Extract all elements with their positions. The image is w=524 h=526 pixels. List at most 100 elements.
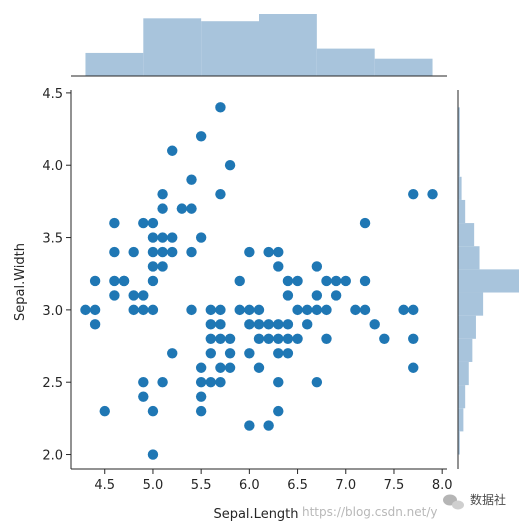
x-hist-bar	[143, 18, 202, 76]
y-hist-bar	[458, 361, 469, 386]
data-point	[147, 261, 159, 272]
scatter-points	[80, 102, 438, 460]
data-point	[350, 304, 361, 316]
data-point	[215, 333, 226, 345]
data-point	[118, 275, 130, 287]
data-point	[273, 348, 284, 359]
data-point	[147, 246, 159, 258]
x-hist-bar	[85, 52, 144, 76]
y-hist-bar	[458, 130, 460, 154]
data-point	[80, 304, 91, 316]
data-point	[157, 203, 168, 214]
data-point	[195, 131, 207, 142]
data-point	[292, 275, 303, 287]
data-point	[321, 275, 332, 287]
data-point	[408, 188, 419, 200]
data-point	[205, 333, 216, 345]
y-hist-bar	[458, 408, 464, 432]
data-point	[340, 275, 351, 287]
data-point	[195, 405, 207, 417]
tick-labels: 4.5 5.0 5.5 6.0 6.5 7.0 7.5 8.0 2.0 2.5 3.0 3.5 4.0 4…	[42, 87, 452, 493]
data-point	[205, 377, 216, 388]
data-point	[195, 232, 207, 243]
data-point	[273, 246, 284, 258]
data-point	[176, 203, 188, 214]
x-axis-title: Sepal.Length	[213, 507, 298, 522]
data-point	[128, 290, 139, 301]
data-point	[408, 333, 419, 345]
data-point	[109, 290, 120, 301]
data-point	[99, 405, 110, 417]
data-point	[253, 319, 265, 330]
data-point	[263, 333, 274, 345]
data-point	[167, 246, 178, 258]
data-point	[157, 188, 168, 200]
data-point	[186, 203, 197, 214]
data-point	[205, 304, 216, 316]
data-point	[263, 246, 274, 258]
y-tick-label: 2.5	[42, 376, 63, 391]
data-point	[234, 304, 245, 316]
data-point	[215, 377, 226, 388]
data-point	[273, 377, 284, 388]
data-point	[138, 290, 149, 301]
data-point	[138, 304, 149, 316]
y-hist-bar	[458, 107, 460, 131]
x-tick-label: 5.5	[191, 478, 212, 493]
data-point	[89, 319, 101, 330]
data-point	[186, 246, 197, 258]
x-tick-label: 6.0	[239, 478, 260, 493]
y-tick-label: 2.0	[42, 449, 63, 464]
data-point	[408, 362, 419, 373]
data-point	[147, 405, 159, 417]
y-axis-title: Sepal.Width	[13, 243, 28, 321]
data-point	[273, 405, 284, 417]
x-tick-label: 7.0	[335, 478, 356, 493]
data-point	[167, 232, 178, 243]
data-point	[215, 362, 226, 373]
y-hist-bar	[458, 176, 462, 200]
data-point	[215, 102, 226, 113]
y-hist-bar	[458, 153, 460, 177]
data-point	[321, 304, 332, 316]
data-point	[244, 348, 255, 359]
data-point	[282, 275, 294, 287]
data-point	[186, 174, 197, 185]
data-point	[109, 246, 120, 258]
data-point	[147, 304, 159, 316]
data-point	[195, 391, 207, 402]
data-point	[253, 333, 265, 345]
data-point	[147, 217, 159, 229]
data-point	[359, 217, 371, 229]
data-point	[205, 348, 216, 359]
right-marginal-histogram	[457, 90, 519, 469]
data-point	[292, 333, 303, 345]
x-tick-label: 7.5	[384, 478, 405, 493]
data-point	[157, 246, 168, 258]
y-hist-bar	[458, 223, 475, 247]
watermark-url: https://blog.csdn.net/y	[302, 505, 437, 519]
data-point	[157, 261, 168, 272]
data-point	[128, 304, 139, 316]
x-tick-label: 5.0	[143, 478, 164, 493]
y-hist-bar	[458, 338, 473, 362]
data-point	[359, 304, 371, 316]
data-point	[244, 420, 255, 431]
data-point	[302, 319, 313, 330]
data-point	[292, 304, 303, 316]
data-point	[330, 290, 342, 301]
data-point	[138, 391, 149, 402]
data-point	[138, 217, 149, 229]
data-point	[369, 319, 380, 330]
data-point	[157, 377, 168, 388]
data-point	[234, 275, 245, 287]
data-point	[89, 275, 101, 287]
x-hist-bar	[201, 21, 259, 76]
x-tick-label: 4.5	[94, 478, 115, 493]
data-point	[427, 188, 438, 200]
y-tick-label: 4.5	[42, 87, 63, 102]
data-point	[244, 246, 255, 258]
data-point	[167, 348, 178, 359]
data-point	[224, 333, 236, 345]
